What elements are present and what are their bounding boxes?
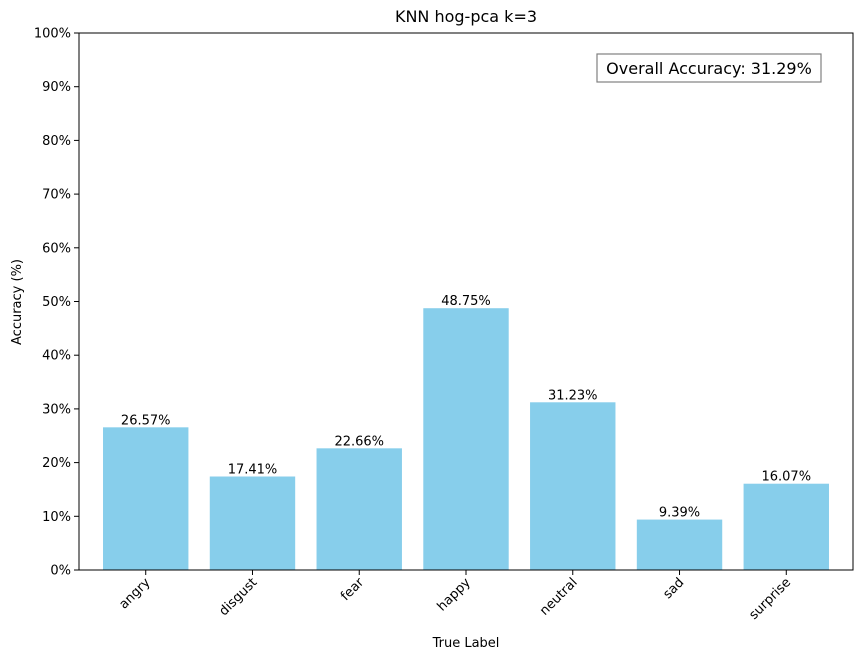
y-tick-label: 50% [42,295,71,310]
bar-value-label: 26.57% [121,413,171,428]
bar-value-label: 9.39% [659,506,700,521]
y-axis-ticks: 0% 10% 20% 30% 40% 50% 60% 70% 80% 90% 100% [34,27,79,579]
bar-value-label: 31.23% [548,388,598,403]
overall-accuracy-text: Overall Accuracy: 31.29% [606,59,812,78]
x-tick-label: happy [435,575,474,614]
bar-value-label: 48.75% [441,294,491,309]
bar-value-label: 17.41% [228,463,278,478]
y-tick-label: 20% [42,456,71,471]
x-tick-label: angry [116,575,153,612]
y-tick-label: 60% [42,241,71,256]
x-tick-label: surprise [746,575,794,623]
plot-frame [78,32,854,571]
x-axis-ticks: angry disgust fear happy neutral sad surprise [116,570,794,623]
x-tick-label: neutral [537,575,580,618]
bar-angry [103,427,189,570]
y-tick-label: 90% [42,80,71,95]
y-tick-label: 0% [50,564,71,579]
bar-happy [423,308,509,570]
chart-title: KNN hog-pca k=3 [395,7,537,26]
x-axis-label: True Label [432,636,500,651]
annotation-frame [596,53,822,83]
bar-value-label: 22.66% [334,434,384,449]
bar-labels-group: 26.57% 17.41% 22.66% 48.75% 31.23% 9.39% 16.07… [121,294,811,520]
bar-fear [316,448,402,570]
bar-value-label: 16.07% [761,470,811,485]
y-tick-label: 30% [42,402,71,417]
overall-accuracy-box: Overall Accuracy: 31.29% [596,53,822,83]
x-tick-label: sad [660,575,687,602]
y-tick-label: 40% [42,349,71,364]
y-axis-label: Accuracy (%) [10,259,25,345]
bar-neutral [530,402,616,570]
bar-disgust [209,476,296,570]
bar-sad [636,519,723,570]
y-tick-label: 80% [42,134,71,149]
bars-group [103,308,829,570]
x-tick-label: disgust [216,575,260,619]
plot-area: 26.57% 17.41% 22.66% 48.75% 31.23% 9.39% 16.07… [34,27,854,623]
x-tick-label: fear [338,575,367,604]
bar-surprise [743,483,829,570]
y-tick-label: 100% [34,27,71,42]
y-tick-label: 70% [42,188,71,203]
y-tick-label: 10% [42,510,71,525]
